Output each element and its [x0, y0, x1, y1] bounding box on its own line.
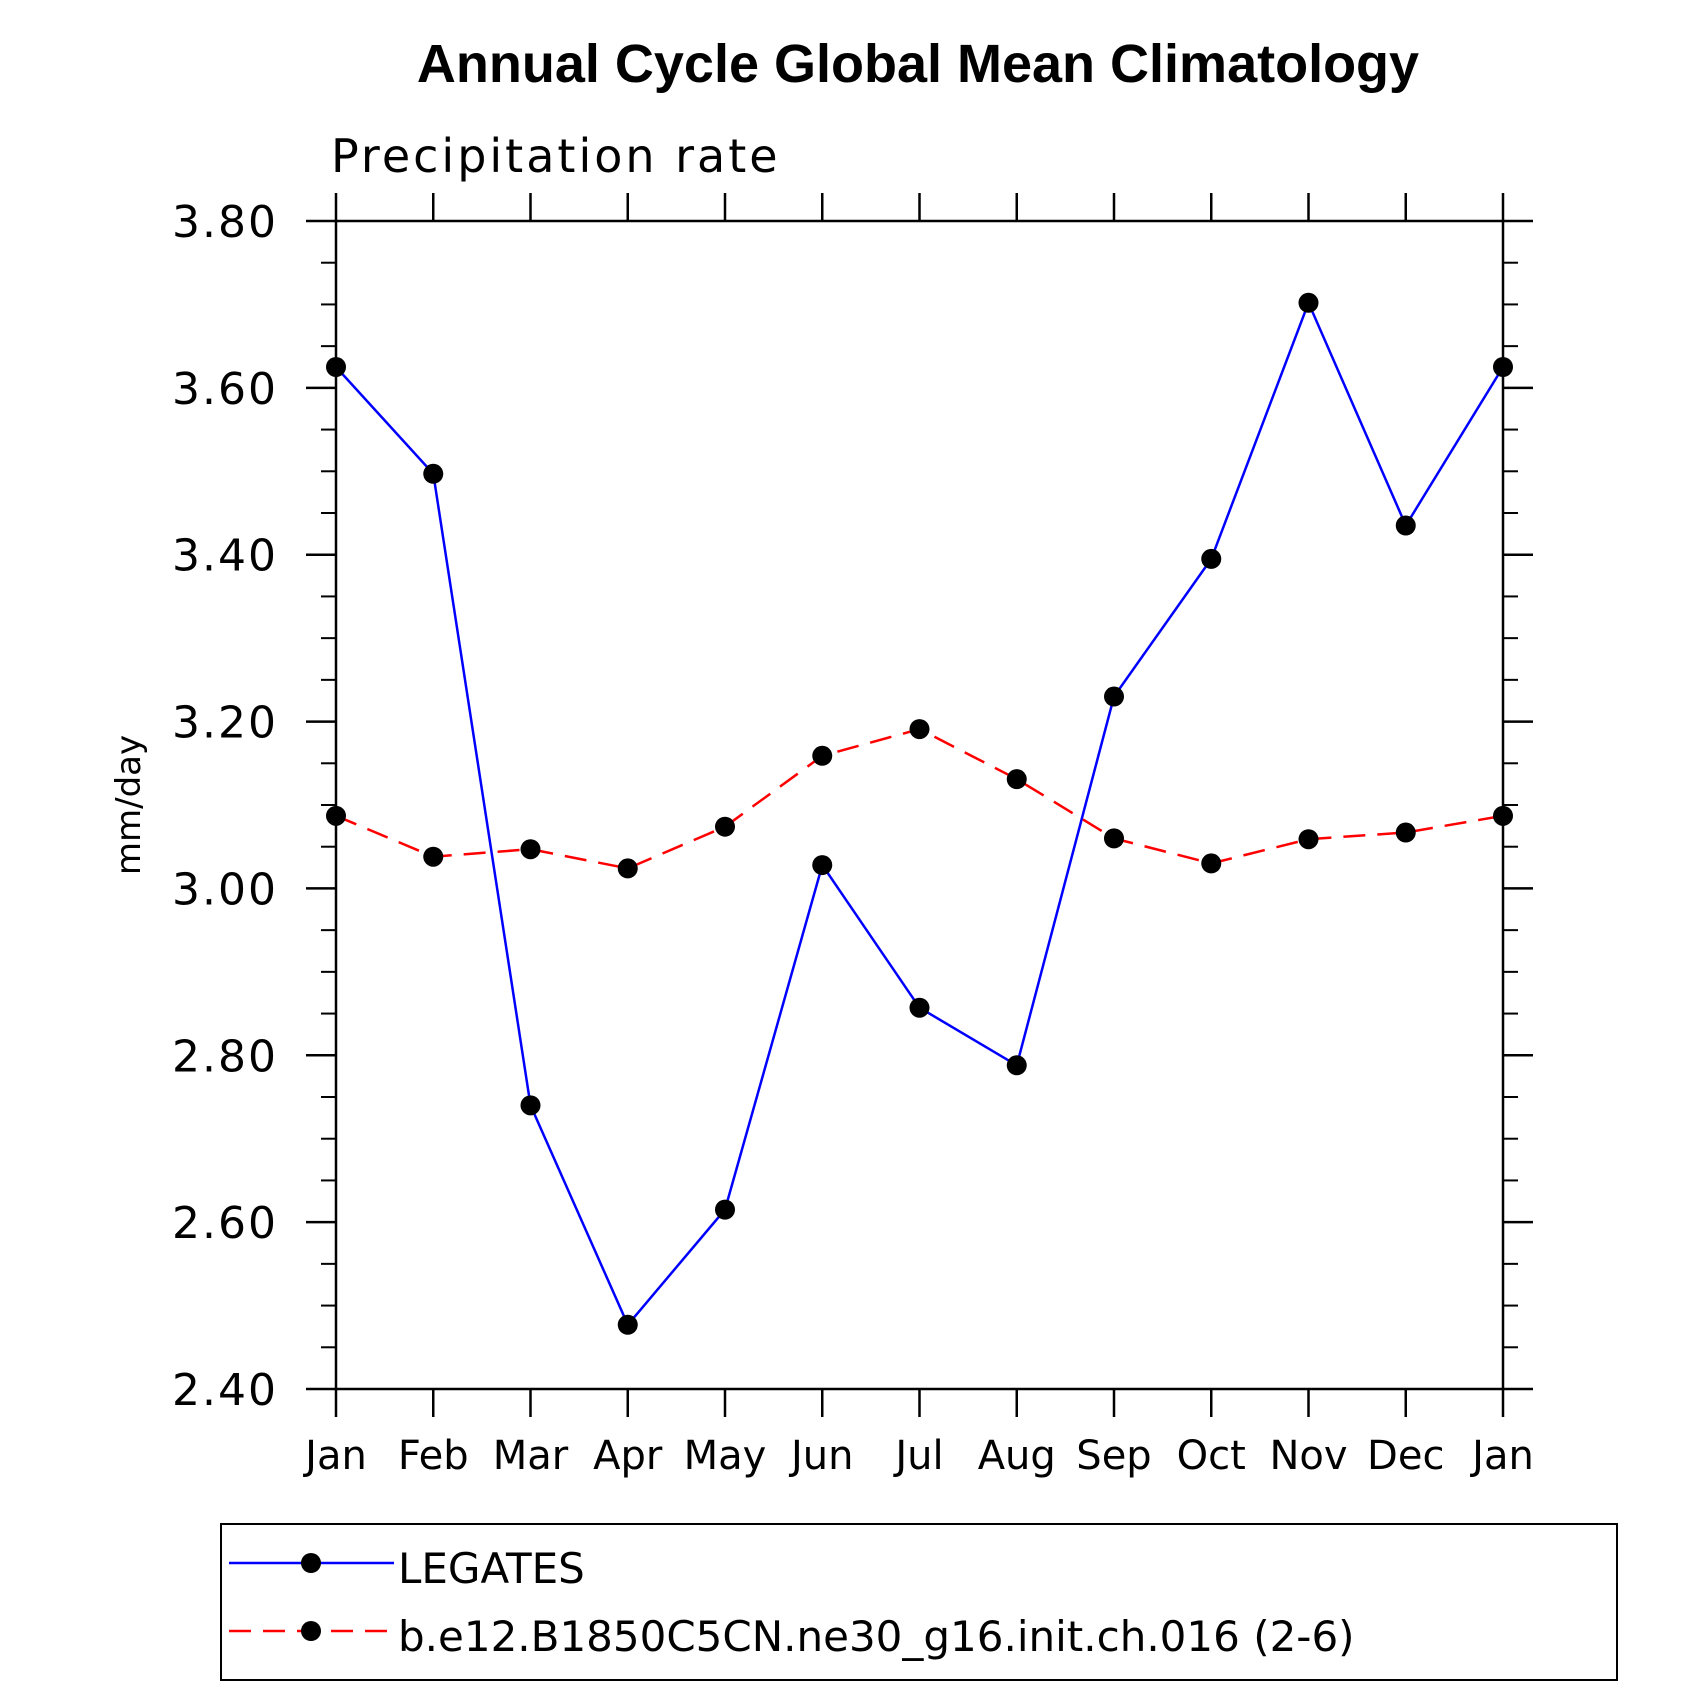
series-1-point	[520, 839, 541, 860]
series-0-point	[520, 1095, 541, 1116]
legend-marker-1	[301, 1621, 321, 1641]
axes: Jan Feb Mar Apr May Jun Jul Aug Sep Oct Nov Dec Jan 2…	[172, 193, 1534, 1479]
series-line-0	[335, 299, 1505, 1328]
legend-label-legates: LEGATES	[398, 1544, 585, 1593]
series-1-point	[1298, 829, 1319, 850]
plot-frame	[334, 219, 1505, 1391]
x-tick-label: Jul	[892, 1433, 943, 1479]
y-tick-label: 3.60	[172, 364, 278, 415]
x-tick-label: Dec	[1367, 1433, 1444, 1479]
legend: LEGATES b.e12.B1850C5CN.ne30_g16.init.ch…	[220, 1523, 1618, 1681]
series-1-point	[326, 805, 346, 826]
chart-subtitle: Precipitation rate	[331, 129, 781, 183]
series-1-point	[1006, 769, 1027, 790]
series-1-point	[1493, 805, 1513, 826]
y-tick-label: 2.80	[172, 1031, 278, 1082]
legend-label-model: b.e12.B1850C5CN.ne30_g16.init.ch.016 (2-…	[398, 1612, 1355, 1661]
y-tick-label: 3.20	[172, 698, 278, 749]
x-tick-label: May	[684, 1433, 767, 1479]
x-tick-label: Feb	[398, 1433, 469, 1479]
series-1-point	[617, 858, 638, 879]
series-0-point	[326, 357, 346, 377]
series-line-1	[335, 727, 1504, 870]
series-1-point	[423, 846, 444, 867]
legend-box	[220, 1523, 1618, 1681]
series-0-point	[1104, 686, 1124, 707]
y-axis-label: mm/day	[109, 735, 149, 875]
series-0-point	[1493, 357, 1513, 377]
y-tick-label: 3.00	[172, 864, 278, 915]
series-1-point	[909, 719, 930, 740]
series-0-point	[1201, 548, 1222, 569]
series-1-point	[715, 816, 735, 837]
series-1-point	[1201, 853, 1222, 874]
series-0-point	[812, 855, 833, 876]
series-1-point	[1104, 828, 1124, 849]
series-0-point	[617, 1314, 638, 1335]
x-tick-label: Apr	[593, 1433, 663, 1479]
x-tick-label: Nov	[1269, 1433, 1347, 1479]
y-tick-label: 2.60	[172, 1198, 278, 1249]
x-tick-label: Jan	[1469, 1433, 1534, 1479]
series-0-point	[1298, 292, 1319, 313]
series-0-point	[1395, 515, 1416, 536]
x-tick-label: Jun	[788, 1433, 854, 1479]
legend-marker-0	[301, 1553, 321, 1573]
x-tick-label: Jan	[302, 1433, 367, 1479]
x-tick-label: Mar	[493, 1433, 569, 1479]
series-0-point	[909, 997, 930, 1018]
chart-title: Annual Cycle Global Mean Climatology	[417, 34, 1419, 94]
y-tick-label: 3.40	[172, 531, 278, 582]
y-tick-label: 2.40	[172, 1365, 278, 1416]
series-1-point	[1395, 822, 1416, 843]
series-1-point	[812, 745, 833, 766]
series-0-point	[715, 1199, 735, 1220]
series-group	[326, 292, 1513, 1335]
x-tick-label: Aug	[978, 1433, 1056, 1479]
series-0-point	[1006, 1055, 1027, 1076]
x-tick-label: Oct	[1177, 1433, 1246, 1479]
y-tick-label: 3.80	[172, 197, 278, 248]
series-0-point	[423, 463, 444, 484]
x-tick-label: Sep	[1076, 1433, 1151, 1479]
